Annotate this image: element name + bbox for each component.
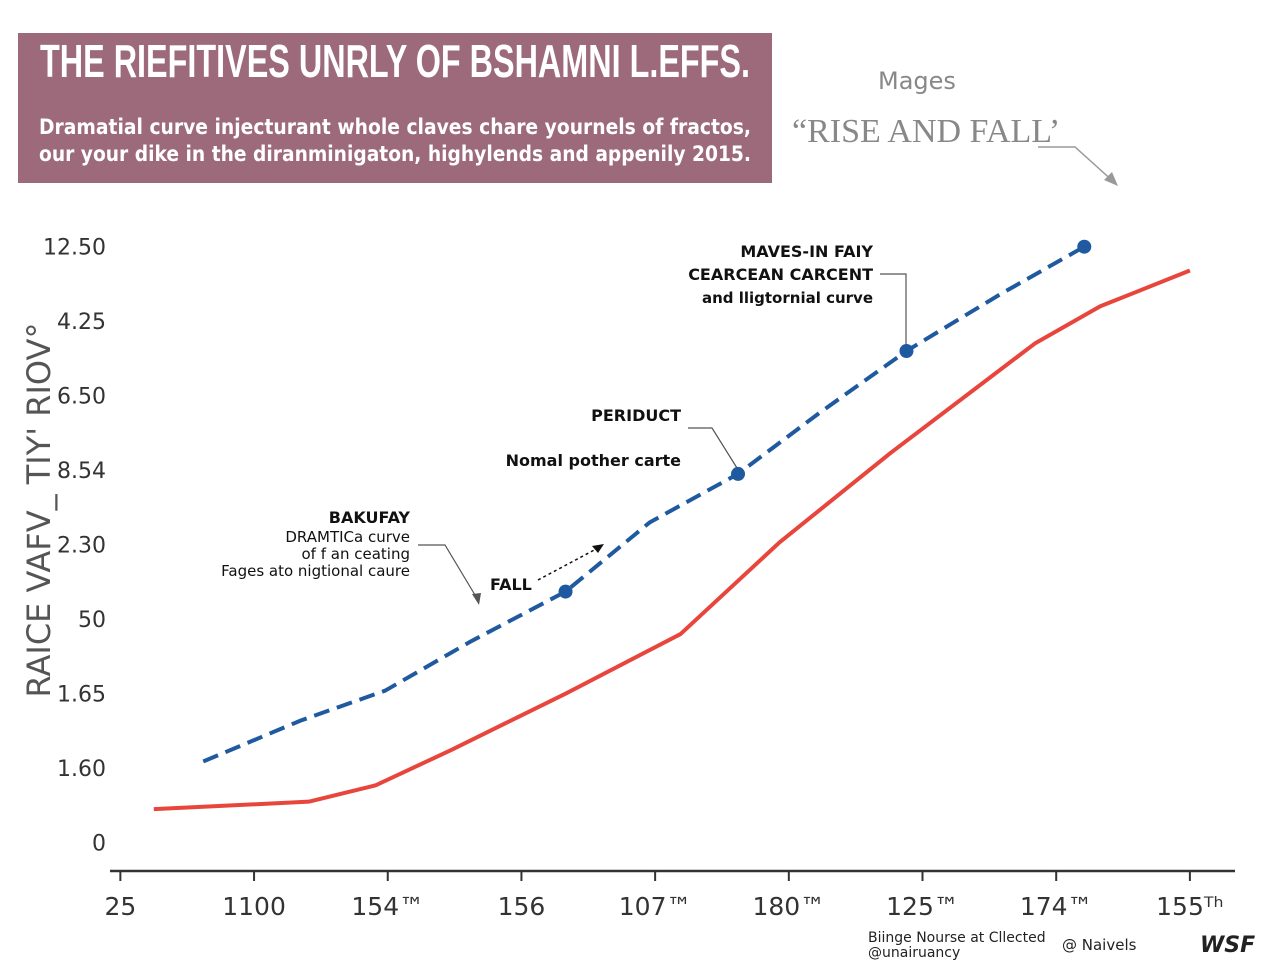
- x-tick-label: 1100: [222, 892, 286, 921]
- y-tick-label: 12.50: [43, 236, 106, 261]
- x-tick-label: 174™: [1020, 892, 1093, 921]
- annotation: MAVES-IN FAIY: [740, 242, 873, 261]
- annotation: PERIDUCT: [591, 406, 681, 425]
- arrow-head: [592, 544, 604, 553]
- leader-line: [537, 547, 599, 581]
- arrow-head: [1104, 172, 1118, 186]
- x-tick-label: 25: [104, 892, 136, 921]
- y-tick-label: 1.60: [57, 757, 106, 782]
- annotation: Nomal pother carte: [506, 451, 682, 470]
- leader-line: [688, 427, 738, 469]
- y-tick-label: 2.30: [57, 534, 106, 559]
- side-note: Mages: [878, 67, 956, 95]
- annotation: Fages ato nigtional caure: [221, 562, 410, 580]
- data-point: [1077, 239, 1092, 254]
- x-tick-label: 155ᵀʰ: [1156, 892, 1223, 921]
- footer-logo: WSF: [1200, 933, 1255, 958]
- series-line: [153, 268, 1191, 812]
- y-tick-label: 6.50: [57, 385, 106, 410]
- title-box: [18, 33, 772, 183]
- annotation: DRAMTICa curve: [285, 528, 410, 546]
- y-tick-label: 8.54: [57, 459, 106, 484]
- footer: @ Naivels: [1062, 936, 1137, 954]
- subtitle: our your dike in the diranminigaton, hig…: [39, 142, 751, 166]
- x-tick-label: 154™: [351, 892, 424, 921]
- footer: @unairuancy: [868, 945, 960, 961]
- y-tick-label: 0: [92, 832, 106, 857]
- y-tick-label: 4.25: [57, 310, 106, 335]
- arrow-head: [472, 593, 481, 605]
- x-tick-label: 180™: [752, 892, 825, 921]
- footer: Biinge Nourse at Cllected: [868, 930, 1046, 946]
- chart-title: THE RIEFITIVES UNRLY OF BSHAMNI L.EFFS.: [40, 35, 750, 87]
- leader-line: [418, 544, 479, 601]
- y-tick-label: 1.65: [57, 683, 106, 708]
- subtitle: Dramatial curve injecturant whole claves…: [39, 115, 751, 139]
- data-point: [731, 466, 746, 481]
- x-tick-label: 107™: [619, 892, 692, 921]
- annotation: CEARCEAN CARCENT: [688, 265, 873, 284]
- annotation: of f an ceating: [302, 545, 411, 563]
- y-axis-label: RAICE VAFV_ TIY' RIOV°: [20, 323, 58, 698]
- data-point: [899, 343, 914, 358]
- side-note: “RISE AND FALL’: [792, 113, 1060, 150]
- leader-line: [880, 273, 907, 345]
- annotation: FALL: [490, 575, 532, 594]
- data-point: [558, 584, 573, 599]
- annotation: and lligtornial curve: [702, 289, 873, 307]
- x-tick-label: 156: [498, 892, 546, 921]
- y-tick-label: 50: [78, 608, 106, 633]
- x-tick-label: 125™: [886, 892, 959, 921]
- annotation: BAKUFAY: [329, 508, 411, 527]
- leader-line: [1038, 146, 1116, 184]
- series-line: [202, 244, 1086, 764]
